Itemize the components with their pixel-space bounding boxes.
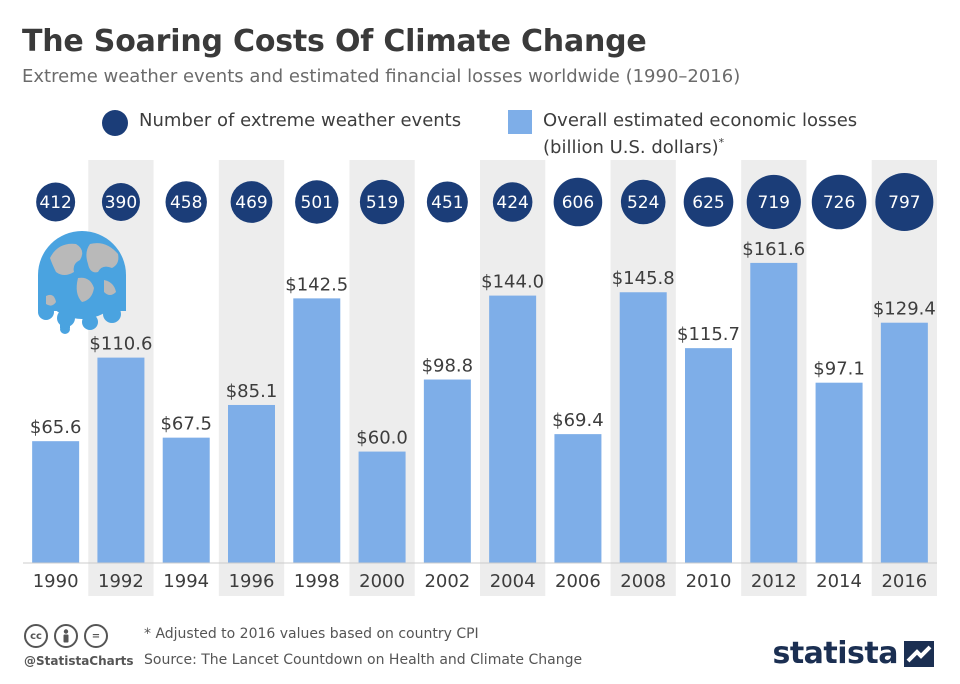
event-count-1996: 469 (235, 193, 267, 213)
bar-2012 (750, 262, 798, 563)
source-note: Source: The Lancet Countdown on Health a… (144, 652, 583, 668)
bar-label-2006: $69.4 (552, 410, 604, 431)
bar-1996 (228, 404, 275, 563)
twitter-handle: @StatistaCharts (24, 654, 134, 668)
bar-2006 (554, 434, 602, 563)
event-circle-1990 (36, 182, 76, 222)
license-icons: cc = (24, 624, 108, 648)
bar-1990 (32, 441, 80, 563)
bar-1992 (97, 357, 145, 563)
bar-2002 (423, 379, 471, 563)
bar-label-2002: $98.8 (422, 356, 474, 377)
event-count-2008: 524 (627, 193, 659, 213)
event-circle-1996 (230, 181, 273, 223)
event-circle-2002 (426, 181, 468, 223)
legend-losses-label-line2: (billion U.S. dollars) (543, 137, 719, 158)
event-count-2012: 719 (758, 193, 790, 213)
x-tick-1996: 1996 (229, 571, 275, 592)
bar-label-2010: $115.7 (677, 324, 740, 345)
legend-losses-label-line1: Overall estimated economic losses (543, 110, 858, 131)
bar-label-1994: $67.5 (160, 414, 212, 435)
statista-logo[interactable]: statista (772, 636, 934, 671)
event-count-2000: 519 (366, 193, 398, 213)
event-circle-2008 (620, 179, 666, 225)
cc-icon: cc (24, 624, 48, 648)
statista-logo-icon (904, 640, 934, 667)
event-count-2010: 625 (692, 193, 724, 213)
event-circle-2014 (811, 174, 867, 230)
bar-2014 (815, 382, 863, 563)
bar-label-2000: $60.0 (356, 428, 408, 449)
equals-icon: = (84, 624, 108, 648)
bar-1998 (293, 298, 341, 563)
bar-2000 (358, 451, 406, 563)
person-icon (54, 624, 78, 648)
x-tick-2010: 2010 (686, 571, 732, 592)
bar-chart: $65.6 $110.6 $67.5 $85.1 $142.5 $60.0 $98.8 $14… (23, 160, 937, 596)
event-circle-2000 (359, 179, 405, 225)
melting-globe-icon (38, 231, 126, 334)
statista-logo-text: statista (772, 636, 898, 671)
event-count-1998: 501 (301, 193, 333, 213)
event-circle-2012 (746, 174, 801, 230)
event-count-2014: 726 (823, 193, 855, 213)
event-count-2016: 797 (888, 193, 920, 213)
event-count-1994: 458 (170, 193, 202, 213)
x-tick-1990: 1990 (33, 571, 79, 592)
x-tick-1994: 1994 (163, 571, 209, 592)
bar-2010 (685, 348, 732, 563)
event-circle-2010 (683, 177, 734, 227)
x-tick-1998: 1998 (294, 571, 340, 592)
footnote: * Adjusted to 2016 values based on count… (144, 626, 479, 642)
bar-label-2004: $144.0 (481, 272, 544, 293)
x-tick-2004: 2004 (490, 571, 536, 592)
x-tick-1992: 1992 (98, 571, 144, 592)
bar-label-1992: $110.6 (89, 334, 152, 355)
event-circle-1994 (165, 181, 207, 223)
legend-losses-label: Overall estimated economic losses (billi… (543, 110, 857, 159)
x-tick-2014: 2014 (816, 571, 862, 592)
event-circle-2016 (875, 173, 934, 231)
bar-2004 (489, 295, 537, 563)
legend-losses-asterisk: * (718, 136, 725, 149)
x-tick-2012: 2012 (751, 571, 797, 592)
event-circle-2006 (553, 177, 603, 227)
x-tick-2006: 2006 (555, 571, 601, 592)
legend-events-label: Number of extreme weather events (139, 110, 462, 131)
bar-label-2012: $161.6 (742, 239, 805, 260)
event-count-1992: 390 (105, 193, 137, 213)
x-tick-2008: 2008 (620, 571, 666, 592)
event-count-2006: 606 (562, 193, 594, 213)
event-circle-1998 (295, 180, 339, 224)
chart-subtitle: Extreme weather events and estimated fin… (22, 66, 741, 87)
bar-label-1998: $142.5 (285, 274, 348, 295)
event-circle-2004 (492, 182, 533, 222)
legend-events-marker (102, 110, 128, 136)
x-tick-2000: 2000 (359, 571, 405, 592)
legend-events: Number of extreme weather events (102, 110, 461, 136)
x-tick-2016: 2016 (881, 571, 927, 592)
event-count-1990: 412 (39, 193, 71, 213)
event-count-2002: 451 (431, 193, 463, 213)
bar-label-1990: $65.6 (30, 417, 82, 438)
bar-1994 (162, 437, 210, 563)
x-tick-2002: 2002 (424, 571, 470, 592)
bar-2016 (880, 322, 928, 563)
bar-label-2014: $97.1 (813, 359, 865, 380)
chart-title: The Soaring Costs Of Climate Change (22, 24, 647, 59)
event-circle-1992 (101, 183, 140, 221)
legend-losses: Overall estimated economic losses (billi… (508, 110, 857, 159)
bar-label-2008: $145.8 (612, 268, 675, 289)
legend-losses-marker (508, 110, 532, 134)
bar-2008 (619, 292, 667, 563)
bar-label-1996: $85.1 (226, 381, 278, 402)
bar-label-2016: $129.4 (873, 299, 936, 320)
event-count-2004: 424 (496, 193, 528, 213)
